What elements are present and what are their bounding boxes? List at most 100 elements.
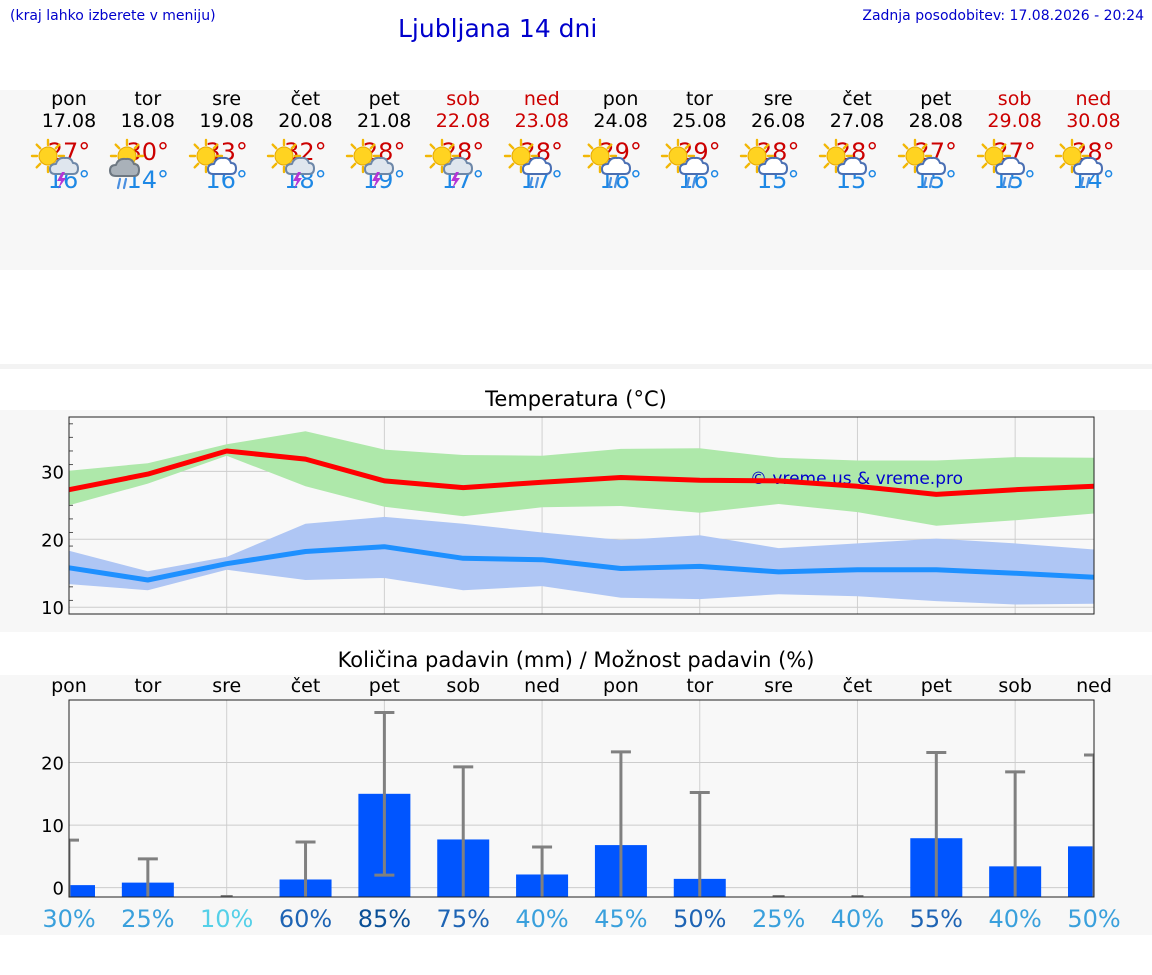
x-tick-label: pet — [369, 675, 400, 697]
day-column: pon 24.08 29° 16° — [581, 88, 661, 194]
day-date: 29.08 — [987, 110, 1042, 132]
day-date: 19.08 — [199, 110, 254, 132]
precipitation-chance: 75% — [437, 905, 490, 933]
precipitation-chance: 10% — [200, 905, 253, 933]
precipitation-chance: 45% — [594, 905, 647, 933]
y-tick-label: 20 — [41, 530, 64, 551]
sun-grey-cloud-rain-icon — [108, 138, 144, 190]
day-name: čet — [842, 88, 872, 110]
sun-cloud-thunder-icon — [424, 138, 473, 189]
sun-cloud-rain-icon — [976, 138, 1025, 189]
page-title: Ljubljana 14 dni — [398, 14, 598, 43]
plot-frame — [68, 699, 1095, 898]
day-column: ned 23.08 28° 17° — [502, 88, 582, 194]
x-tick-label: ned — [524, 675, 560, 697]
y-tick-label: 10 — [41, 598, 64, 619]
precipitation-chance: 50% — [673, 905, 726, 933]
day-name: pon — [51, 88, 87, 110]
sun-cloud-rain-icon — [1055, 138, 1104, 189]
precipitation-chart-title: Količina padavin (mm) / Možnost padavin … — [337, 648, 815, 672]
y-tick-label: 20 — [41, 754, 64, 775]
sun-cloud-rain-icon — [503, 138, 552, 189]
x-tick-label: pon — [603, 675, 639, 697]
precipitation-chance: 30% — [42, 905, 95, 933]
forecast-strip — [0, 90, 1152, 270]
sun-cloud-rain-icon — [897, 138, 946, 189]
x-tick-label: sre — [212, 675, 241, 697]
day-date: 24.08 — [593, 110, 648, 132]
day-date: 20.08 — [278, 110, 333, 132]
day-name: pet — [920, 88, 952, 110]
y-tick-label: 30 — [41, 462, 64, 483]
day-name: ned — [523, 88, 560, 110]
x-tick-label: tor — [134, 675, 161, 697]
day-column: čet 20.08 32° 18° — [265, 88, 345, 194]
precipitation-chance: 50% — [1067, 905, 1120, 933]
sun-cloud-rain-icon — [582, 138, 631, 189]
sun-cloud-thunder-icon — [345, 138, 395, 189]
day-date: 27.08 — [829, 110, 885, 132]
day-date: 21.08 — [356, 110, 412, 132]
x-tick-label: sob — [998, 675, 1032, 697]
day-column: sre 26.08 28° 15° — [738, 88, 818, 194]
day-name: pon — [602, 88, 639, 110]
precipitation-bar — [1068, 846, 1094, 897]
day-name: pet — [368, 88, 400, 110]
precipitation-chance: 40% — [515, 905, 568, 933]
x-tick-label: sob — [446, 675, 480, 697]
separator — [0, 364, 1152, 369]
x-tick-label: pon — [51, 675, 87, 697]
plot-frame — [68, 416, 1095, 615]
precipitation-chance: 60% — [279, 905, 332, 933]
y-tick-label: 10 — [41, 816, 64, 837]
precipitation-chance: 55% — [910, 905, 963, 933]
day-name: sre — [763, 88, 793, 110]
last-updated: Zadnja posodobitev: 17.08.2026 - 20:24 — [862, 8, 1144, 24]
day-column: pon 17.08 27° 16° — [29, 88, 109, 194]
precipitation-chance: 85% — [358, 905, 411, 933]
day-column: tor 25.08 29° 16° — [659, 88, 739, 194]
day-column: pet 28.08 27° 15° — [896, 88, 976, 194]
precipitation-chance: 25% — [121, 905, 174, 933]
sun-cloud-thunder-icon — [267, 138, 316, 189]
temperature-line — [68, 448, 1095, 497]
sun-cloud-icon — [188, 138, 237, 175]
temperature-chart-title: Temperatura (°C) — [485, 387, 667, 411]
day-date: 23.08 — [514, 110, 569, 132]
day-date: 22.08 — [435, 110, 491, 132]
day-column: pet 21.08 28° 19° — [344, 88, 424, 194]
sun-cloud-icon — [818, 138, 867, 175]
day-name: tor — [134, 88, 162, 110]
day-column: sob 29.08 27° 15° — [975, 88, 1055, 194]
day-name: sob — [997, 88, 1032, 110]
precipitation-chance: 40% — [831, 905, 884, 933]
day-date: 25.08 — [672, 110, 727, 132]
day-date: 17.08 — [41, 110, 97, 132]
sun-cloud-icon — [739, 138, 789, 175]
precipitation-chart: 0 10 20 pon tor sre čet pet sob ned pon tor sre čet pe… — [41, 675, 1121, 933]
x-tick-label: čet — [291, 675, 321, 697]
day-date: 30.08 — [1066, 110, 1121, 132]
location-hint: (kraj lahko izberete v meniju) — [10, 8, 216, 24]
precipitation-chance: 40% — [988, 905, 1041, 933]
x-tick-label: ned — [1076, 675, 1112, 697]
x-tick-label: tor — [686, 675, 713, 697]
x-tick-label: pet — [921, 675, 952, 697]
precipitation-chance: 25% — [752, 905, 805, 933]
day-date: 26.08 — [750, 110, 806, 132]
day-name: čet — [290, 88, 321, 110]
day-date: 28.08 — [908, 110, 963, 132]
day-date: 18.08 — [120, 110, 175, 132]
day-column: tor 18.08 30° 14° — [108, 88, 188, 194]
day-name: ned — [1075, 88, 1112, 110]
sun-cloud-thunder-icon — [30, 138, 79, 189]
sun-cloud-rain-icon — [661, 138, 710, 189]
day-column: čet 27.08 28° 15° — [817, 88, 897, 194]
x-tick-label: čet — [843, 675, 873, 697]
y-tick-label: 0 — [53, 879, 64, 900]
day-column: sre 19.08 33° 16° — [187, 88, 267, 194]
temperature-range-band — [69, 516, 1094, 605]
temperature-line — [68, 544, 1095, 583]
day-column: sob 22.08 28° 17° — [423, 88, 503, 194]
